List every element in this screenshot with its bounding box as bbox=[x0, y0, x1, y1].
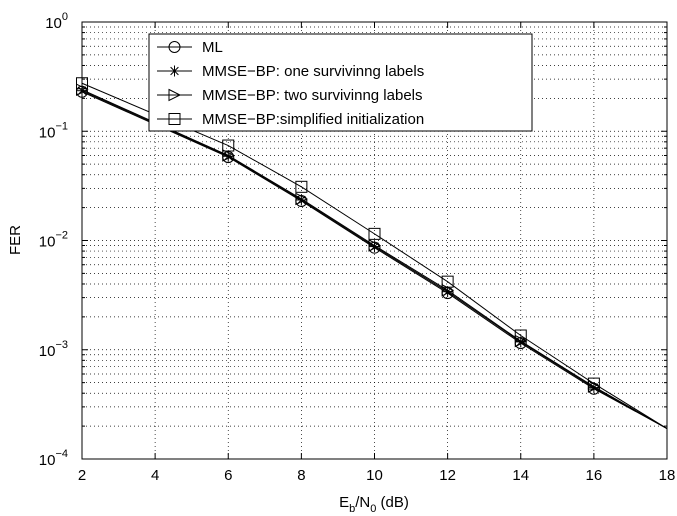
legend-box bbox=[148, 33, 533, 132]
legend-entry: MMSE−BP: one survivinng labels bbox=[157, 63, 424, 80]
y-axis-label: FER bbox=[7, 225, 24, 255]
series-3 bbox=[76, 83, 668, 429]
legend-entry: ML bbox=[157, 39, 223, 56]
y-tick-label: 10−4 bbox=[39, 448, 68, 469]
point-marker bbox=[441, 275, 454, 288]
point-marker bbox=[222, 139, 235, 152]
series-line bbox=[81, 82, 668, 429]
series-line bbox=[81, 91, 668, 429]
x-tick-label: 12 bbox=[439, 467, 456, 484]
legend-label: MMSE−BP:simplified initialization bbox=[202, 111, 424, 128]
axis-ticks bbox=[81, 22, 668, 460]
series-line bbox=[81, 90, 668, 429]
x-tick-label: 18 bbox=[659, 467, 676, 484]
y-tick-label: 10−3 bbox=[39, 339, 68, 360]
x-tick-label: 2 bbox=[78, 467, 86, 484]
point-marker bbox=[514, 329, 527, 342]
point-marker bbox=[295, 180, 308, 193]
series-layer bbox=[76, 77, 668, 429]
x-tick-label: 8 bbox=[297, 467, 305, 484]
point-marker bbox=[295, 192, 308, 206]
y-tick-label: 10−2 bbox=[39, 230, 68, 251]
x-tick-label: 6 bbox=[224, 467, 232, 484]
series-4 bbox=[76, 77, 668, 429]
legend-entry: MMSE−BP:simplified initialization bbox=[157, 111, 424, 128]
point-marker bbox=[222, 149, 235, 162]
x-tick-label: 4 bbox=[151, 467, 159, 484]
y-tick-label: 100 bbox=[45, 11, 68, 32]
y-tick-label: 10−1 bbox=[39, 120, 68, 141]
x-tick-label: 14 bbox=[512, 467, 529, 484]
point-marker bbox=[169, 65, 180, 77]
point-marker bbox=[587, 377, 600, 390]
legend-entry: MMSE−BP: two survivinng labels bbox=[157, 87, 423, 104]
point-marker bbox=[168, 113, 181, 125]
point-marker bbox=[368, 227, 381, 240]
star-stroke bbox=[170, 66, 179, 76]
point-marker bbox=[168, 88, 182, 102]
legend-label: ML bbox=[202, 39, 223, 56]
y-tick-labels: 100 10−1 10−2 10−3 10−4 bbox=[39, 11, 68, 469]
point-marker bbox=[368, 239, 382, 252]
x-tick-label: 10 bbox=[366, 467, 383, 484]
x-tick-label: 16 bbox=[586, 467, 603, 484]
point-marker bbox=[168, 41, 181, 53]
legend-label: MMSE−BP: two survivinng labels bbox=[202, 87, 423, 104]
legend-label: MMSE−BP: one survivinng labels bbox=[202, 63, 424, 80]
legend: ML MMSE−BP: one survivinng labels MMSE−BP:… bbox=[148, 33, 533, 132]
x-tick-labels: 2 4 6 8 10 12 14 16 18 bbox=[78, 467, 676, 484]
x-axis-label: Eb/N0 (dB) bbox=[339, 494, 409, 515]
series-line bbox=[81, 89, 668, 429]
